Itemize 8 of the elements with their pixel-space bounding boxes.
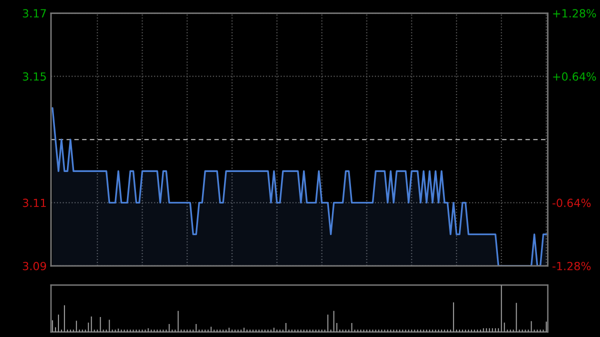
y2-tick-label: -1.28% [552, 262, 591, 270]
y-tick-label: 3.17 [22, 9, 46, 18]
y-tick-label: 3.11 [22, 198, 46, 208]
y2-tick-label: +1.28% [553, 9, 596, 18]
y2-tick-label: -0.64% [552, 198, 591, 208]
y-tick-label: 3.15 [22, 72, 46, 81]
y2-tick-label: +0.64% [553, 72, 596, 81]
y-tick-label: 3.09 [22, 262, 46, 270]
